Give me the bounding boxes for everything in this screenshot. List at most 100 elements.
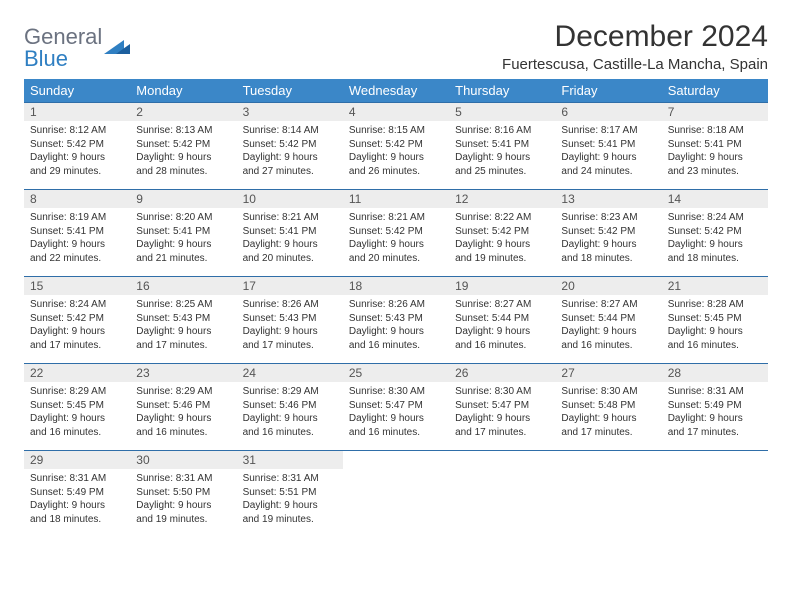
- day-cell: 5Sunrise: 8:16 AMSunset: 5:41 PMDaylight…: [449, 103, 555, 189]
- day-number: 14: [662, 190, 768, 208]
- sunrise-line: Sunrise: 8:31 AM: [30, 472, 124, 486]
- day-cell: [555, 451, 661, 537]
- day-number: 9: [130, 190, 236, 208]
- sunset-line: Sunset: 5:42 PM: [30, 312, 124, 326]
- calendar-page: GeneralBlue December 2024 Fuertescusa, C…: [0, 0, 792, 557]
- day-cell: 31Sunrise: 8:31 AMSunset: 5:51 PMDayligh…: [237, 451, 343, 537]
- sunrise-line: Sunrise: 8:28 AM: [668, 298, 762, 312]
- day-number: 13: [555, 190, 661, 208]
- daylight-line: Daylight: 9 hours and 18 minutes.: [30, 499, 124, 526]
- daylight-line: Daylight: 9 hours and 25 minutes.: [455, 151, 549, 178]
- sunrise-line: Sunrise: 8:25 AM: [136, 298, 230, 312]
- day-body: Sunrise: 8:31 AMSunset: 5:50 PMDaylight:…: [130, 469, 236, 530]
- daylight-line: Daylight: 9 hours and 20 minutes.: [349, 238, 443, 265]
- week-row: 15Sunrise: 8:24 AMSunset: 5:42 PMDayligh…: [24, 276, 768, 363]
- sunset-line: Sunset: 5:47 PM: [349, 399, 443, 413]
- day-number: 25: [343, 364, 449, 382]
- daylight-line: Daylight: 9 hours and 16 minutes.: [243, 412, 337, 439]
- weekday-header-row: SundayMondayTuesdayWednesdayThursdayFrid…: [24, 79, 768, 102]
- day-cell: 8Sunrise: 8:19 AMSunset: 5:41 PMDaylight…: [24, 190, 130, 276]
- sunrise-line: Sunrise: 8:20 AM: [136, 211, 230, 225]
- sunset-line: Sunset: 5:43 PM: [243, 312, 337, 326]
- sunrise-line: Sunrise: 8:26 AM: [243, 298, 337, 312]
- day-body: Sunrise: 8:27 AMSunset: 5:44 PMDaylight:…: [555, 295, 661, 356]
- day-cell: 19Sunrise: 8:27 AMSunset: 5:44 PMDayligh…: [449, 277, 555, 363]
- day-body: Sunrise: 8:30 AMSunset: 5:47 PMDaylight:…: [343, 382, 449, 443]
- logo: GeneralBlue: [24, 24, 130, 72]
- sunset-line: Sunset: 5:42 PM: [455, 225, 549, 239]
- calendar-grid: SundayMondayTuesdayWednesdayThursdayFrid…: [24, 79, 768, 537]
- day-body: Sunrise: 8:17 AMSunset: 5:41 PMDaylight:…: [555, 121, 661, 182]
- daylight-line: Daylight: 9 hours and 16 minutes.: [455, 325, 549, 352]
- sunrise-line: Sunrise: 8:27 AM: [561, 298, 655, 312]
- sunset-line: Sunset: 5:41 PM: [455, 138, 549, 152]
- sunset-line: Sunset: 5:44 PM: [455, 312, 549, 326]
- day-body: Sunrise: 8:28 AMSunset: 5:45 PMDaylight:…: [662, 295, 768, 356]
- daylight-line: Daylight: 9 hours and 17 minutes.: [561, 412, 655, 439]
- sunrise-line: Sunrise: 8:30 AM: [561, 385, 655, 399]
- weekday-header-monday: Monday: [130, 79, 236, 102]
- sunset-line: Sunset: 5:41 PM: [668, 138, 762, 152]
- day-number: 23: [130, 364, 236, 382]
- day-number: 21: [662, 277, 768, 295]
- day-number: 31: [237, 451, 343, 469]
- day-number: 20: [555, 277, 661, 295]
- day-number: 6: [555, 103, 661, 121]
- sunrise-line: Sunrise: 8:27 AM: [455, 298, 549, 312]
- day-cell: 2Sunrise: 8:13 AMSunset: 5:42 PMDaylight…: [130, 103, 236, 189]
- day-body: Sunrise: 8:31 AMSunset: 5:49 PMDaylight:…: [24, 469, 130, 530]
- day-cell: 17Sunrise: 8:26 AMSunset: 5:43 PMDayligh…: [237, 277, 343, 363]
- sunrise-line: Sunrise: 8:30 AM: [349, 385, 443, 399]
- daylight-line: Daylight: 9 hours and 28 minutes.: [136, 151, 230, 178]
- day-body: Sunrise: 8:29 AMSunset: 5:45 PMDaylight:…: [24, 382, 130, 443]
- day-number: 2: [130, 103, 236, 121]
- day-body: Sunrise: 8:27 AMSunset: 5:44 PMDaylight:…: [449, 295, 555, 356]
- sunset-line: Sunset: 5:46 PM: [243, 399, 337, 413]
- sunrise-line: Sunrise: 8:30 AM: [455, 385, 549, 399]
- day-body: Sunrise: 8:31 AMSunset: 5:51 PMDaylight:…: [237, 469, 343, 530]
- sunrise-line: Sunrise: 8:24 AM: [668, 211, 762, 225]
- sunset-line: Sunset: 5:41 PM: [30, 225, 124, 239]
- sunrise-line: Sunrise: 8:17 AM: [561, 124, 655, 138]
- sunrise-line: Sunrise: 8:22 AM: [455, 211, 549, 225]
- day-number: 12: [449, 190, 555, 208]
- triangle-icon: [104, 38, 130, 63]
- daylight-line: Daylight: 9 hours and 16 minutes.: [349, 412, 443, 439]
- day-cell: [343, 451, 449, 537]
- sunrise-line: Sunrise: 8:13 AM: [136, 124, 230, 138]
- day-number: 10: [237, 190, 343, 208]
- sunrise-line: Sunrise: 8:26 AM: [349, 298, 443, 312]
- sunset-line: Sunset: 5:42 PM: [243, 138, 337, 152]
- day-cell: 26Sunrise: 8:30 AMSunset: 5:47 PMDayligh…: [449, 364, 555, 450]
- sunset-line: Sunset: 5:43 PM: [136, 312, 230, 326]
- day-number: 5: [449, 103, 555, 121]
- sunset-line: Sunset: 5:42 PM: [349, 138, 443, 152]
- day-cell: 24Sunrise: 8:29 AMSunset: 5:46 PMDayligh…: [237, 364, 343, 450]
- day-cell: 14Sunrise: 8:24 AMSunset: 5:42 PMDayligh…: [662, 190, 768, 276]
- sunrise-line: Sunrise: 8:29 AM: [243, 385, 337, 399]
- sunset-line: Sunset: 5:42 PM: [561, 225, 655, 239]
- sunrise-line: Sunrise: 8:12 AM: [30, 124, 124, 138]
- weekday-header-thursday: Thursday: [449, 79, 555, 102]
- day-number: 27: [555, 364, 661, 382]
- sunset-line: Sunset: 5:47 PM: [455, 399, 549, 413]
- daylight-line: Daylight: 9 hours and 17 minutes.: [668, 412, 762, 439]
- sunset-line: Sunset: 5:42 PM: [349, 225, 443, 239]
- day-body: Sunrise: 8:31 AMSunset: 5:49 PMDaylight:…: [662, 382, 768, 443]
- sunset-line: Sunset: 5:48 PM: [561, 399, 655, 413]
- daylight-line: Daylight: 9 hours and 20 minutes.: [243, 238, 337, 265]
- day-number: 19: [449, 277, 555, 295]
- day-body: Sunrise: 8:30 AMSunset: 5:47 PMDaylight:…: [449, 382, 555, 443]
- day-cell: 6Sunrise: 8:17 AMSunset: 5:41 PMDaylight…: [555, 103, 661, 189]
- day-number: 11: [343, 190, 449, 208]
- sunset-line: Sunset: 5:50 PM: [136, 486, 230, 500]
- daylight-line: Daylight: 9 hours and 16 minutes.: [30, 412, 124, 439]
- daylight-line: Daylight: 9 hours and 18 minutes.: [668, 238, 762, 265]
- sunset-line: Sunset: 5:49 PM: [30, 486, 124, 500]
- weekday-header-sunday: Sunday: [24, 79, 130, 102]
- week-row: 22Sunrise: 8:29 AMSunset: 5:45 PMDayligh…: [24, 363, 768, 450]
- day-number: 28: [662, 364, 768, 382]
- daylight-line: Daylight: 9 hours and 27 minutes.: [243, 151, 337, 178]
- sunset-line: Sunset: 5:44 PM: [561, 312, 655, 326]
- day-body: Sunrise: 8:30 AMSunset: 5:48 PMDaylight:…: [555, 382, 661, 443]
